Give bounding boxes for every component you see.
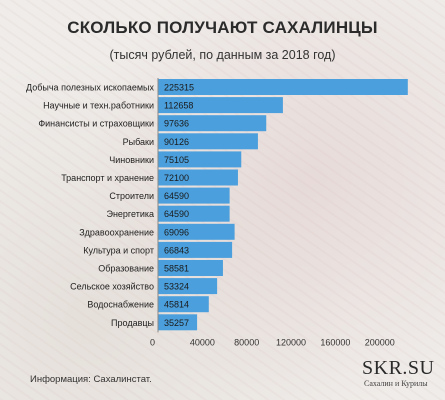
source-note: Информация: Сахалинстат. bbox=[30, 374, 152, 385]
category-label: Культура и спорт bbox=[83, 245, 154, 255]
category-label: Сельское хозяйство bbox=[70, 282, 154, 292]
value-label: 58581 bbox=[164, 264, 189, 274]
chart-subtitle: (тысяч рублей, по данным за 2018 год) bbox=[109, 48, 336, 62]
site-logo-tagline: Сахалин и Курилы bbox=[364, 379, 428, 388]
x-tick-label: 160000 bbox=[320, 337, 350, 347]
bar bbox=[158, 79, 408, 95]
bar bbox=[158, 169, 238, 186]
bar bbox=[158, 241, 233, 258]
value-label: 64590 bbox=[164, 209, 189, 219]
value-label: 35257 bbox=[164, 318, 189, 328]
category-label: Чиновники bbox=[109, 155, 154, 165]
category-label: Энергетика bbox=[106, 209, 154, 219]
x-tick-label: 80000 bbox=[234, 337, 259, 347]
value-label: 112658 bbox=[164, 101, 193, 111]
category-label: Водоснабжение bbox=[87, 300, 154, 310]
value-label: 64590 bbox=[164, 191, 189, 201]
value-label: 53324 bbox=[164, 282, 189, 292]
category-label: Финансисты и страховщики bbox=[38, 119, 154, 129]
chart-title: СКОЛЬКО ПОЛУЧАЮТ САХАЛИНЦЫ bbox=[67, 18, 378, 37]
category-label: Строители bbox=[109, 191, 154, 201]
x-tick-label: 120000 bbox=[276, 337, 306, 347]
bar bbox=[158, 133, 258, 150]
category-label: Здравоохранение bbox=[79, 227, 154, 237]
bar bbox=[158, 205, 230, 222]
bar bbox=[158, 97, 283, 114]
value-label: 90126 bbox=[164, 137, 189, 147]
category-label: Научные и техн.работники bbox=[43, 101, 154, 111]
bar bbox=[158, 296, 209, 313]
value-label: 72100 bbox=[164, 173, 189, 183]
category-label: Добыча полезных ископаемых bbox=[26, 83, 154, 93]
x-tick-label: 40000 bbox=[190, 337, 215, 347]
bar bbox=[158, 115, 267, 132]
value-label: 97636 bbox=[164, 119, 189, 129]
bar bbox=[158, 260, 223, 276]
x-tick-label: 0 bbox=[150, 337, 155, 347]
value-label: 69096 bbox=[164, 227, 189, 237]
value-label: 66843 bbox=[164, 245, 189, 255]
category-label: Транспорт и хранение bbox=[61, 173, 154, 183]
bar bbox=[158, 223, 235, 240]
category-label: Продавцы bbox=[111, 318, 154, 328]
site-logo[interactable]: SKR.SU bbox=[362, 357, 435, 379]
bar bbox=[158, 314, 198, 331]
value-label: 225315 bbox=[164, 83, 194, 93]
x-tick-label: 200000 bbox=[365, 337, 395, 347]
bar bbox=[158, 278, 218, 295]
bar bbox=[158, 151, 242, 168]
value-label: 45814 bbox=[164, 300, 189, 310]
bar bbox=[158, 187, 230, 204]
category-label: Рыбаки bbox=[123, 137, 154, 147]
value-label: 75105 bbox=[164, 155, 189, 165]
category-label: Образование bbox=[98, 264, 154, 274]
